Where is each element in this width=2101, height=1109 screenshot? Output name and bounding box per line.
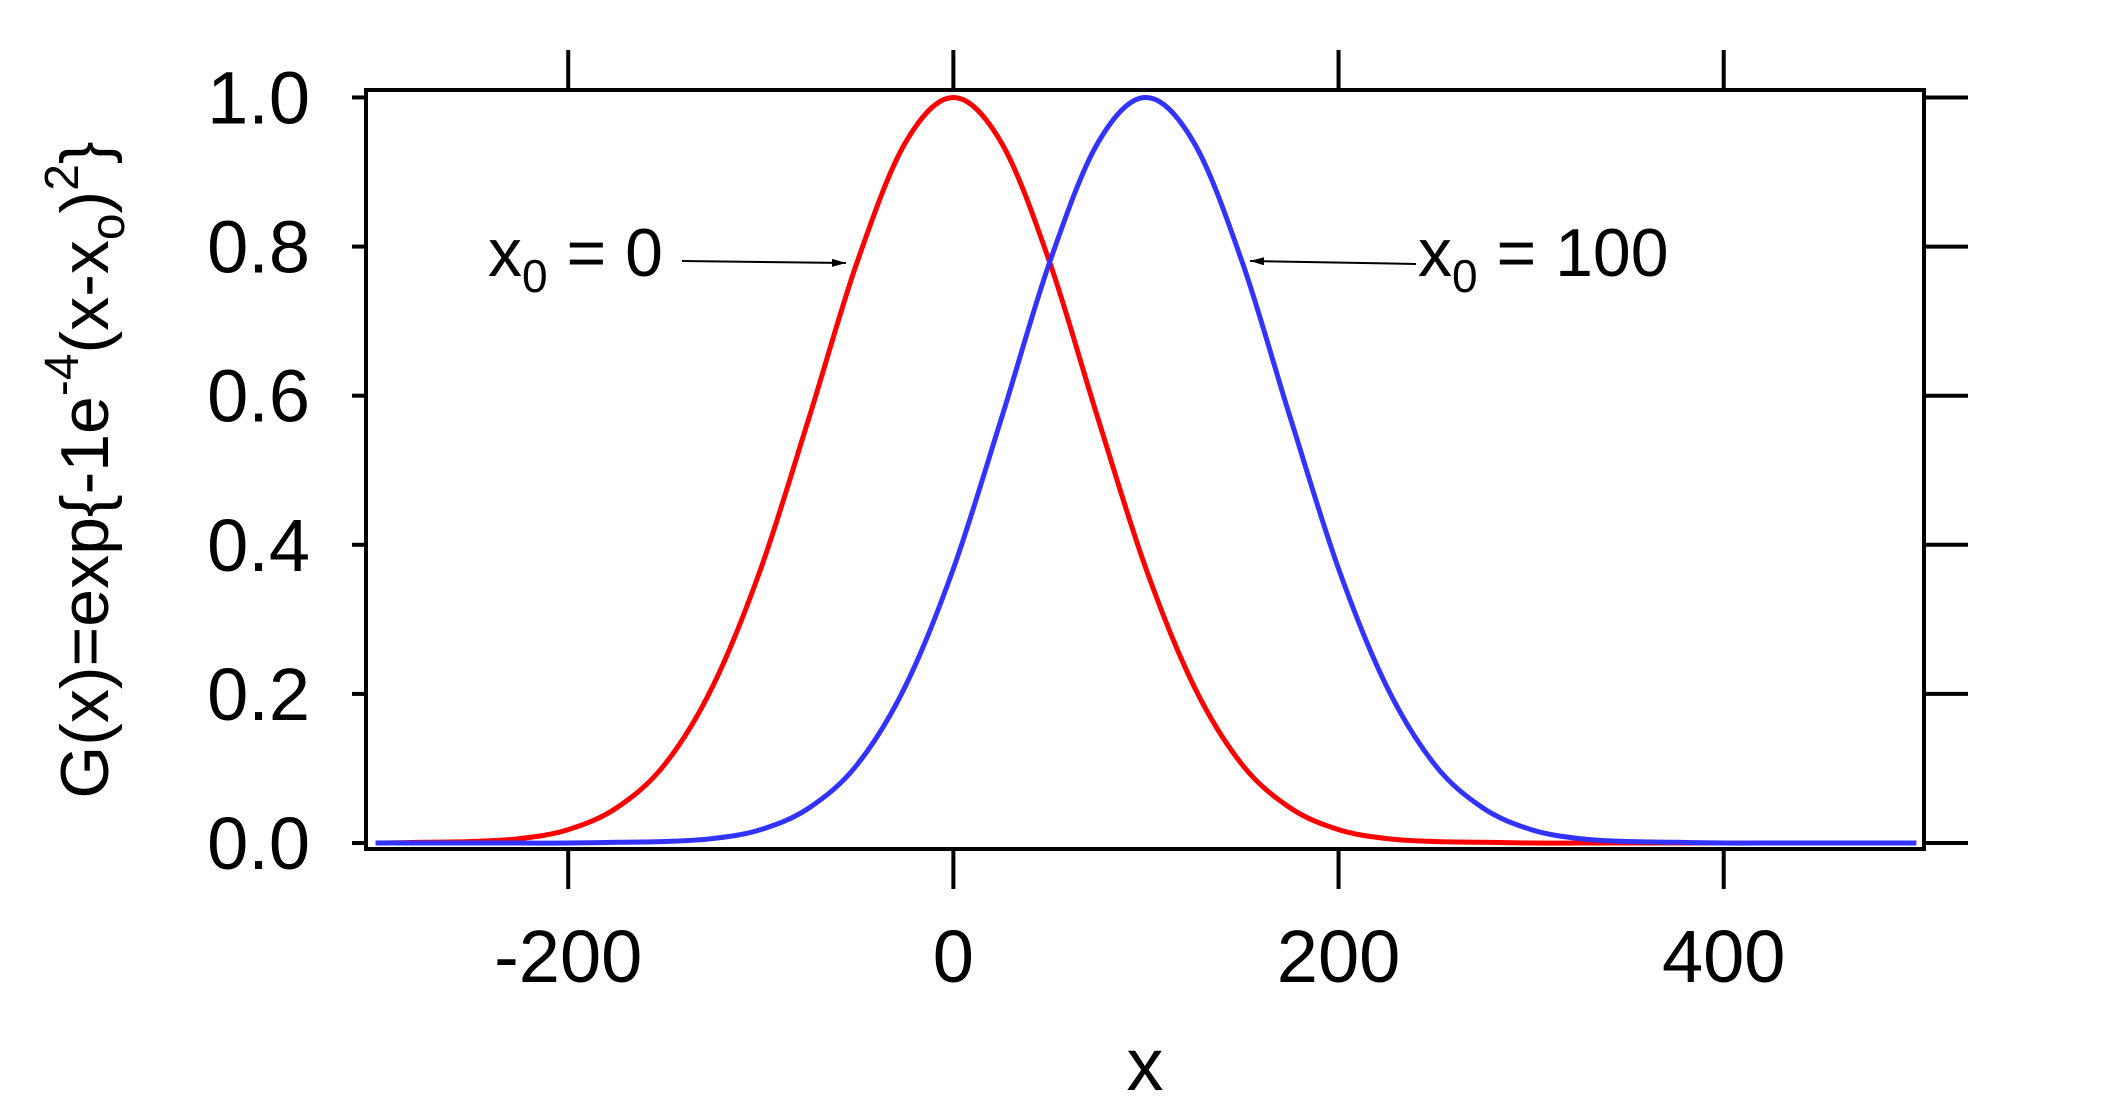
annotation-arrow	[681, 258, 847, 267]
annotation: x0 = 0	[488, 215, 663, 302]
x-tick-label: 200	[1277, 915, 1400, 998]
annotation-part: x	[488, 215, 522, 291]
y-label-part: }	[47, 141, 123, 164]
annotation-arrow	[1249, 257, 1417, 266]
y-label-part: (x-x	[47, 240, 123, 353]
annotation-part: = 100	[1478, 215, 1669, 291]
y-label-sub: o	[82, 213, 135, 240]
y-tick-label: 0.0	[207, 802, 310, 885]
y-tick-label: 0.6	[207, 355, 310, 438]
series-line	[375, 94, 1917, 846]
y-label-sup: 2	[36, 164, 89, 191]
y-label-sup: -4	[36, 353, 89, 396]
x-tick-label: 0	[933, 915, 974, 998]
y-tick-label: 0.4	[207, 504, 310, 587]
curves	[375, 94, 1917, 846]
annotation-sub: 0	[522, 250, 548, 302]
y-label-part: )	[47, 191, 123, 214]
y-tick-label: 0.8	[207, 206, 310, 289]
annotation-part: x	[1418, 215, 1452, 291]
annotation-sub: 0	[1452, 250, 1478, 302]
x-tick-label: -200	[494, 915, 642, 998]
annotation-part: = 0	[548, 215, 663, 291]
series-line	[375, 94, 1917, 846]
y-axis-label: G(x)=exp{-1e-4(x-xo)2}	[36, 141, 135, 798]
y-tick-label: 1.0	[207, 56, 310, 139]
x-axis-label: x	[1127, 1023, 1164, 1106]
annotation: x0 = 100	[1418, 215, 1669, 302]
plot-frame	[364, 88, 1926, 851]
x-tick-label: 400	[1662, 915, 1785, 998]
y-label-part: G(x)=exp{-1e	[47, 396, 123, 799]
y-tick-label: 0.2	[207, 653, 310, 736]
